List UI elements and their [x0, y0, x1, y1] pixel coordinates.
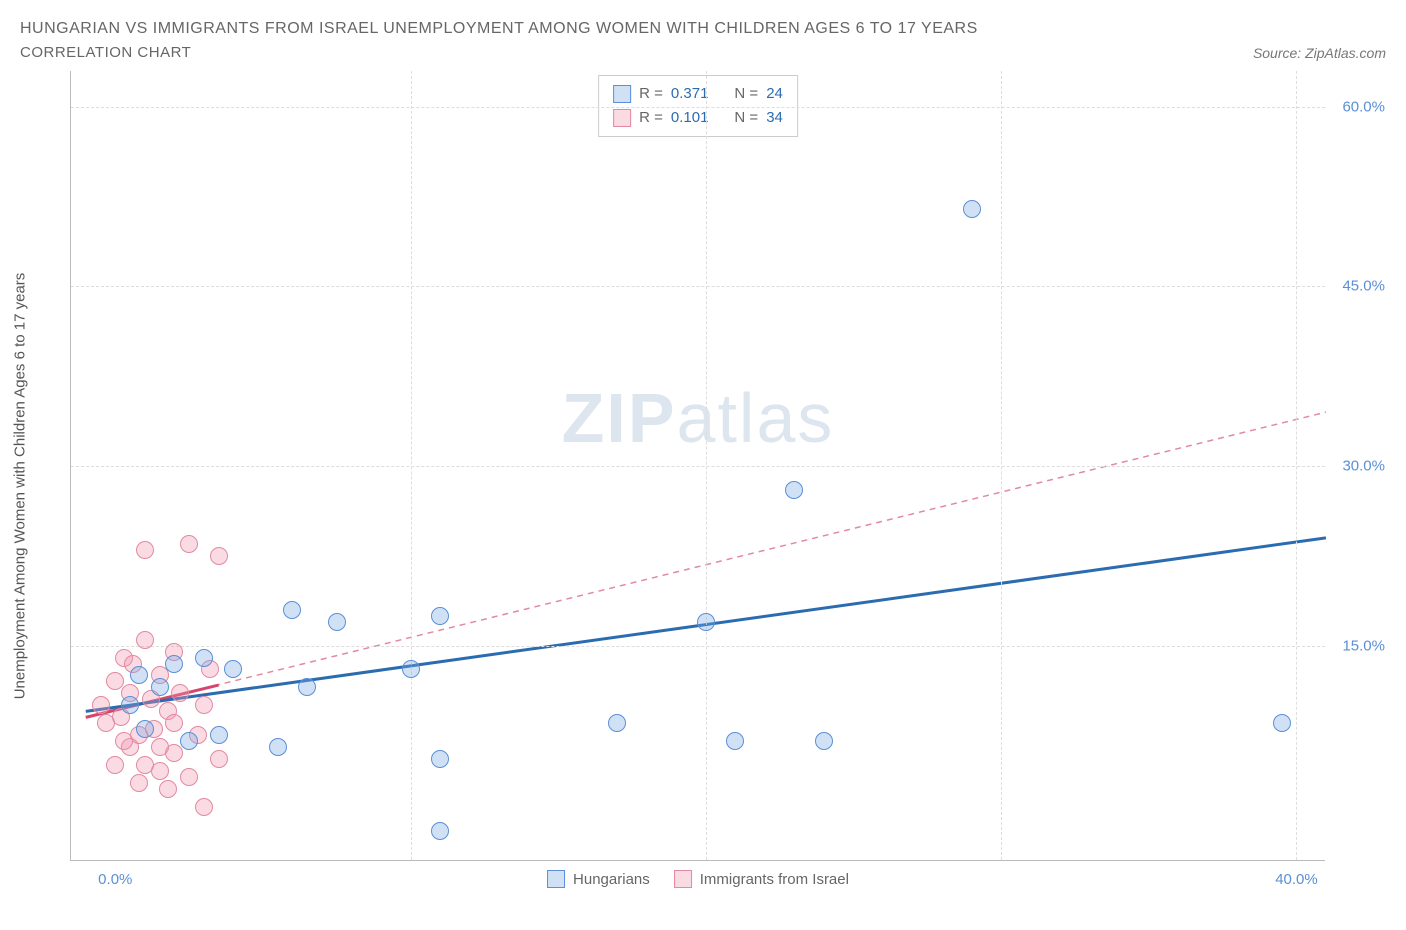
stats-row: R = 0.371 N = 24: [613, 82, 783, 106]
gridline-h: [71, 286, 1325, 287]
legend-item[interactable]: Immigrants from Israel: [674, 870, 849, 888]
bottom-legend: Hungarians Immigrants from Israel: [547, 870, 849, 888]
y-tick-label: 60.0%: [1330, 98, 1385, 115]
stat-r-value[interactable]: 0.101: [671, 106, 709, 130]
data-point: [269, 738, 287, 756]
stat-r-label: R =: [639, 82, 663, 106]
legend-swatch: [613, 85, 631, 103]
data-point: [431, 822, 449, 840]
data-point: [136, 631, 154, 649]
data-point: [210, 547, 228, 565]
data-point: [92, 696, 110, 714]
data-point: [785, 481, 803, 499]
data-point: [136, 720, 154, 738]
y-tick-label: 45.0%: [1330, 278, 1385, 295]
gridline-v: [1296, 71, 1297, 860]
data-point: [195, 696, 213, 714]
data-point: [697, 613, 715, 631]
stat-n-label: N =: [734, 106, 758, 130]
data-point: [298, 678, 316, 696]
gridline-v: [1001, 71, 1002, 860]
data-point: [815, 732, 833, 750]
y-axis-label: Unemployment Among Women with Children A…: [12, 273, 29, 700]
plot-area: ZIPatlas R = 0.371N = 24R = 0.101N = 34 …: [70, 71, 1325, 861]
data-point: [1273, 714, 1291, 732]
data-point: [151, 762, 169, 780]
legend-swatch: [613, 109, 631, 127]
gridline-v: [411, 71, 412, 860]
chart-container: Unemployment Among Women with Children A…: [20, 71, 1386, 901]
chart-subtitle: CORRELATION CHART: [20, 44, 191, 61]
gridline-h: [71, 107, 1325, 108]
data-point: [224, 660, 242, 678]
data-point: [159, 780, 177, 798]
legend-label: Hungarians: [573, 871, 650, 888]
stat-r-label: R =: [639, 106, 663, 130]
stats-row: R = 0.101 N = 34: [613, 106, 783, 130]
data-point: [130, 774, 148, 792]
data-point: [283, 601, 301, 619]
stat-n-label: N =: [734, 82, 758, 106]
gridline-h: [71, 646, 1325, 647]
gridline-h: [71, 466, 1325, 467]
data-point: [151, 678, 169, 696]
data-point: [195, 798, 213, 816]
legend-label: Immigrants from Israel: [700, 871, 849, 888]
stat-r-value[interactable]: 0.371: [671, 82, 709, 106]
data-point: [180, 768, 198, 786]
legend-swatch: [547, 870, 565, 888]
data-point: [431, 607, 449, 625]
data-point: [726, 732, 744, 750]
data-point: [180, 732, 198, 750]
data-point: [402, 660, 420, 678]
source-label: Source: ZipAtlas.com: [1253, 45, 1386, 61]
data-point: [165, 655, 183, 673]
data-point: [121, 696, 139, 714]
x-tick-label: 0.0%: [98, 871, 132, 888]
data-point: [165, 714, 183, 732]
data-point: [171, 684, 189, 702]
data-point: [210, 726, 228, 744]
subtitle-row: CORRELATION CHART Source: ZipAtlas.com: [20, 44, 1386, 61]
data-point: [195, 649, 213, 667]
stat-n-value[interactable]: 34: [766, 106, 783, 130]
chart-title: HUNGARIAN VS IMMIGRANTS FROM ISRAEL UNEM…: [20, 20, 1386, 38]
data-point: [136, 541, 154, 559]
y-tick-label: 30.0%: [1330, 458, 1385, 475]
legend-swatch: [674, 870, 692, 888]
x-tick-label: 40.0%: [1275, 871, 1318, 888]
stat-n-value[interactable]: 24: [766, 82, 783, 106]
data-point: [328, 613, 346, 631]
data-point: [963, 200, 981, 218]
data-point: [106, 756, 124, 774]
gridline-v: [706, 71, 707, 860]
data-point: [151, 738, 169, 756]
watermark: ZIPatlas: [562, 378, 835, 458]
legend-item[interactable]: Hungarians: [547, 870, 650, 888]
data-point: [431, 750, 449, 768]
data-point: [130, 666, 148, 684]
data-point: [115, 732, 133, 750]
data-point: [608, 714, 626, 732]
y-tick-label: 15.0%: [1330, 637, 1385, 654]
data-point: [210, 750, 228, 768]
data-point: [180, 535, 198, 553]
